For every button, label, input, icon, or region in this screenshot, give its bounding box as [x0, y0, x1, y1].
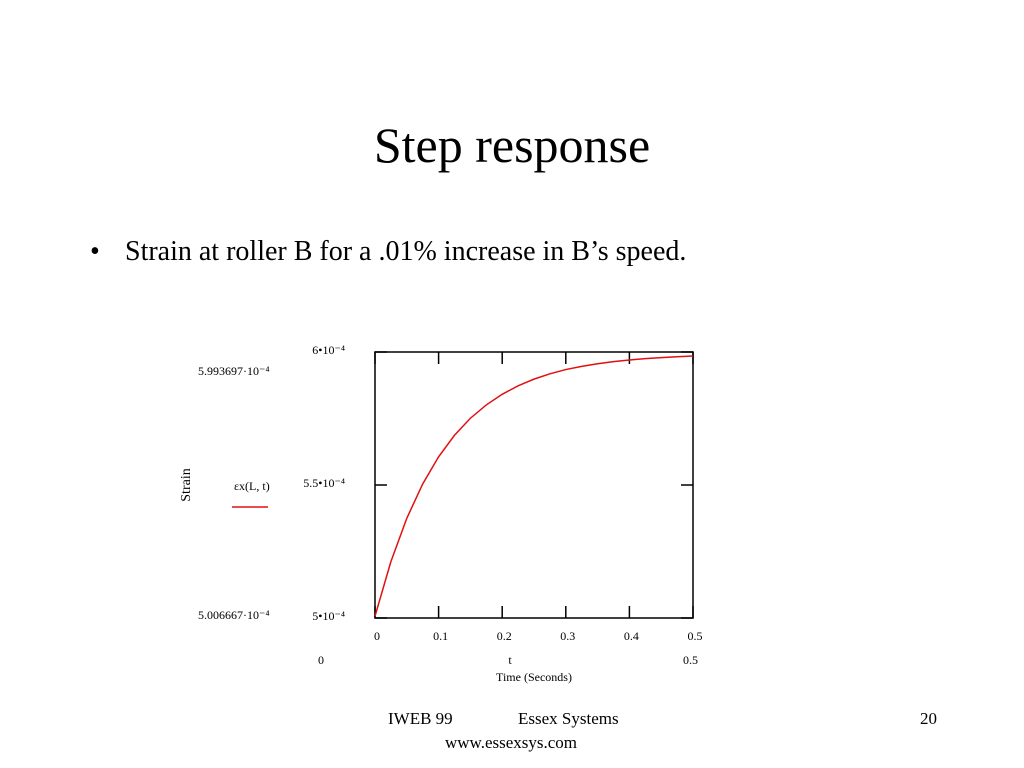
x-tick-label: 0.3 — [560, 629, 575, 643]
legend-label: εx(L, t) — [234, 479, 270, 493]
y-min-annotation: 5.006667·10⁻⁴ — [198, 608, 270, 622]
y-tick-label: 6•10⁻⁴ — [312, 343, 345, 357]
footer-url: www.essexsys.com — [445, 733, 577, 752]
bullet-marker: • — [90, 236, 100, 267]
y-tick-label: 5.5•10⁻⁴ — [303, 476, 345, 490]
footer-center: Essex Systems — [518, 709, 619, 728]
x-tick-label: 0 — [374, 629, 380, 643]
footer-left: IWEB 99 — [388, 709, 453, 728]
x-variable: t — [508, 653, 512, 667]
x-max-annotation: 0.5 — [683, 653, 698, 667]
x-min-annotation: 0 — [318, 653, 324, 667]
x-tick-label: 0.2 — [497, 629, 512, 643]
y-axis-label: Strain — [179, 468, 194, 501]
slide-title: Step response — [374, 117, 650, 173]
x-tick-label: 0.1 — [433, 629, 448, 643]
page-number: 20 — [920, 709, 937, 728]
x-tick-label: 0.5 — [688, 629, 703, 643]
data-line — [374, 355, 694, 617]
bullet-text: Strain at roller B for a .01% increase i… — [125, 236, 686, 267]
x-tick-label: 0.4 — [624, 629, 639, 643]
x-axis-label: Time (Seconds) — [496, 670, 572, 684]
y-max-annotation: 5.993697·10⁻⁴ — [198, 364, 270, 378]
y-tick-label: 5•10⁻⁴ — [312, 609, 345, 623]
